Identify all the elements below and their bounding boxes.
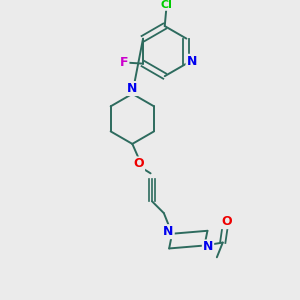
Text: N: N (187, 55, 197, 68)
Text: Cl: Cl (160, 0, 172, 10)
Text: O: O (134, 158, 144, 170)
Text: O: O (221, 215, 232, 228)
Text: N: N (127, 82, 137, 95)
Text: N: N (203, 241, 213, 254)
Text: F: F (120, 56, 128, 69)
Text: N: N (164, 225, 174, 238)
